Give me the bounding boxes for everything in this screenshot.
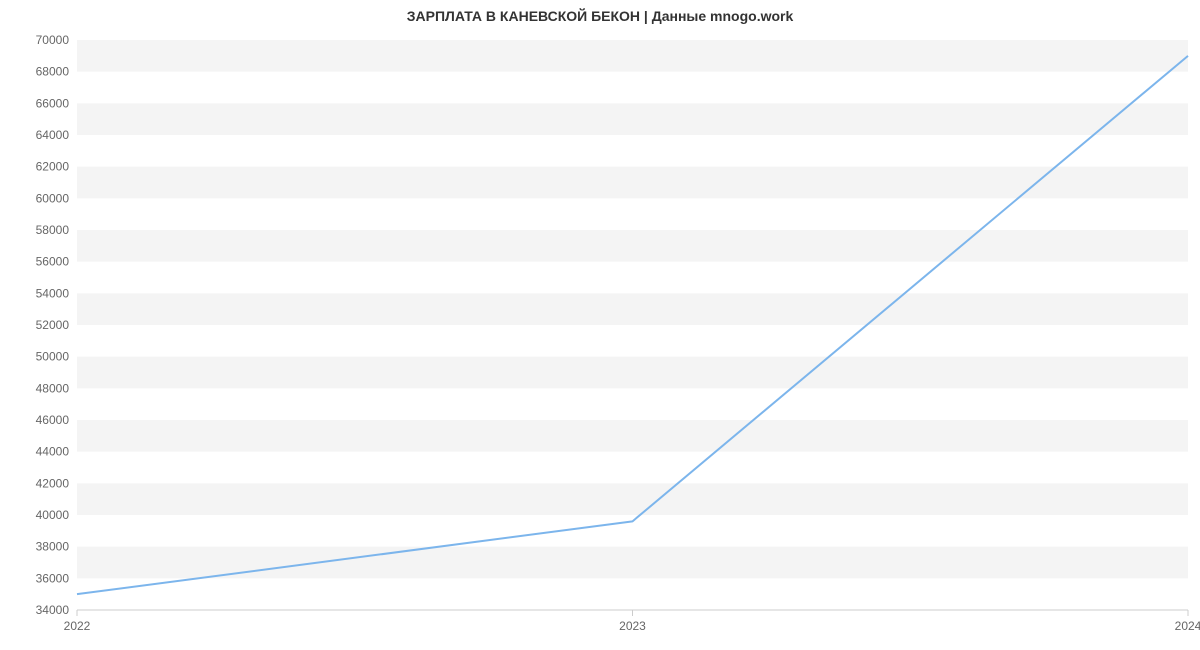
- y-tick-label: 52000: [36, 318, 70, 332]
- y-tick-label: 56000: [36, 255, 70, 269]
- grid-band: [77, 167, 1188, 199]
- y-tick-label: 60000: [36, 191, 70, 205]
- grid-band: [77, 357, 1188, 389]
- y-tick-label: 34000: [36, 603, 70, 617]
- y-tick-label: 64000: [36, 128, 70, 142]
- y-tick-label: 70000: [36, 33, 70, 47]
- grid-band: [77, 547, 1188, 579]
- y-tick-label: 44000: [36, 445, 70, 459]
- y-tick-label: 36000: [36, 571, 70, 585]
- y-tick-label: 66000: [36, 96, 70, 110]
- chart-svg: 34000 36000 38000 40000 42000 44000 46000 48000…: [0, 0, 1200, 650]
- x-tick-label: 2023: [619, 619, 646, 633]
- grid-band: [77, 420, 1188, 452]
- grid-band: [77, 230, 1188, 262]
- y-tick-label: 48000: [36, 381, 70, 395]
- y-tick-label: 62000: [36, 160, 70, 174]
- y-tick-label: 50000: [36, 350, 70, 364]
- y-tick-label: 38000: [36, 540, 70, 554]
- y-tick-label: 54000: [36, 286, 70, 300]
- grid-band: [77, 40, 1188, 72]
- salary-line-chart: ЗАРПЛАТА В КАНЕВСКОЙ БЕКОН | Данные mnog…: [0, 0, 1200, 650]
- x-tick-label: 2022: [64, 619, 91, 633]
- y-tick-label: 46000: [36, 413, 70, 427]
- grid-band: [77, 293, 1188, 325]
- grid-band: [77, 103, 1188, 135]
- y-tick-label: 40000: [36, 508, 70, 522]
- y-tick-label: 58000: [36, 223, 70, 237]
- y-tick-label: 42000: [36, 476, 70, 490]
- y-tick-label: 68000: [36, 65, 70, 79]
- grid-band: [77, 483, 1188, 515]
- x-tick-label: 2024: [1175, 619, 1200, 633]
